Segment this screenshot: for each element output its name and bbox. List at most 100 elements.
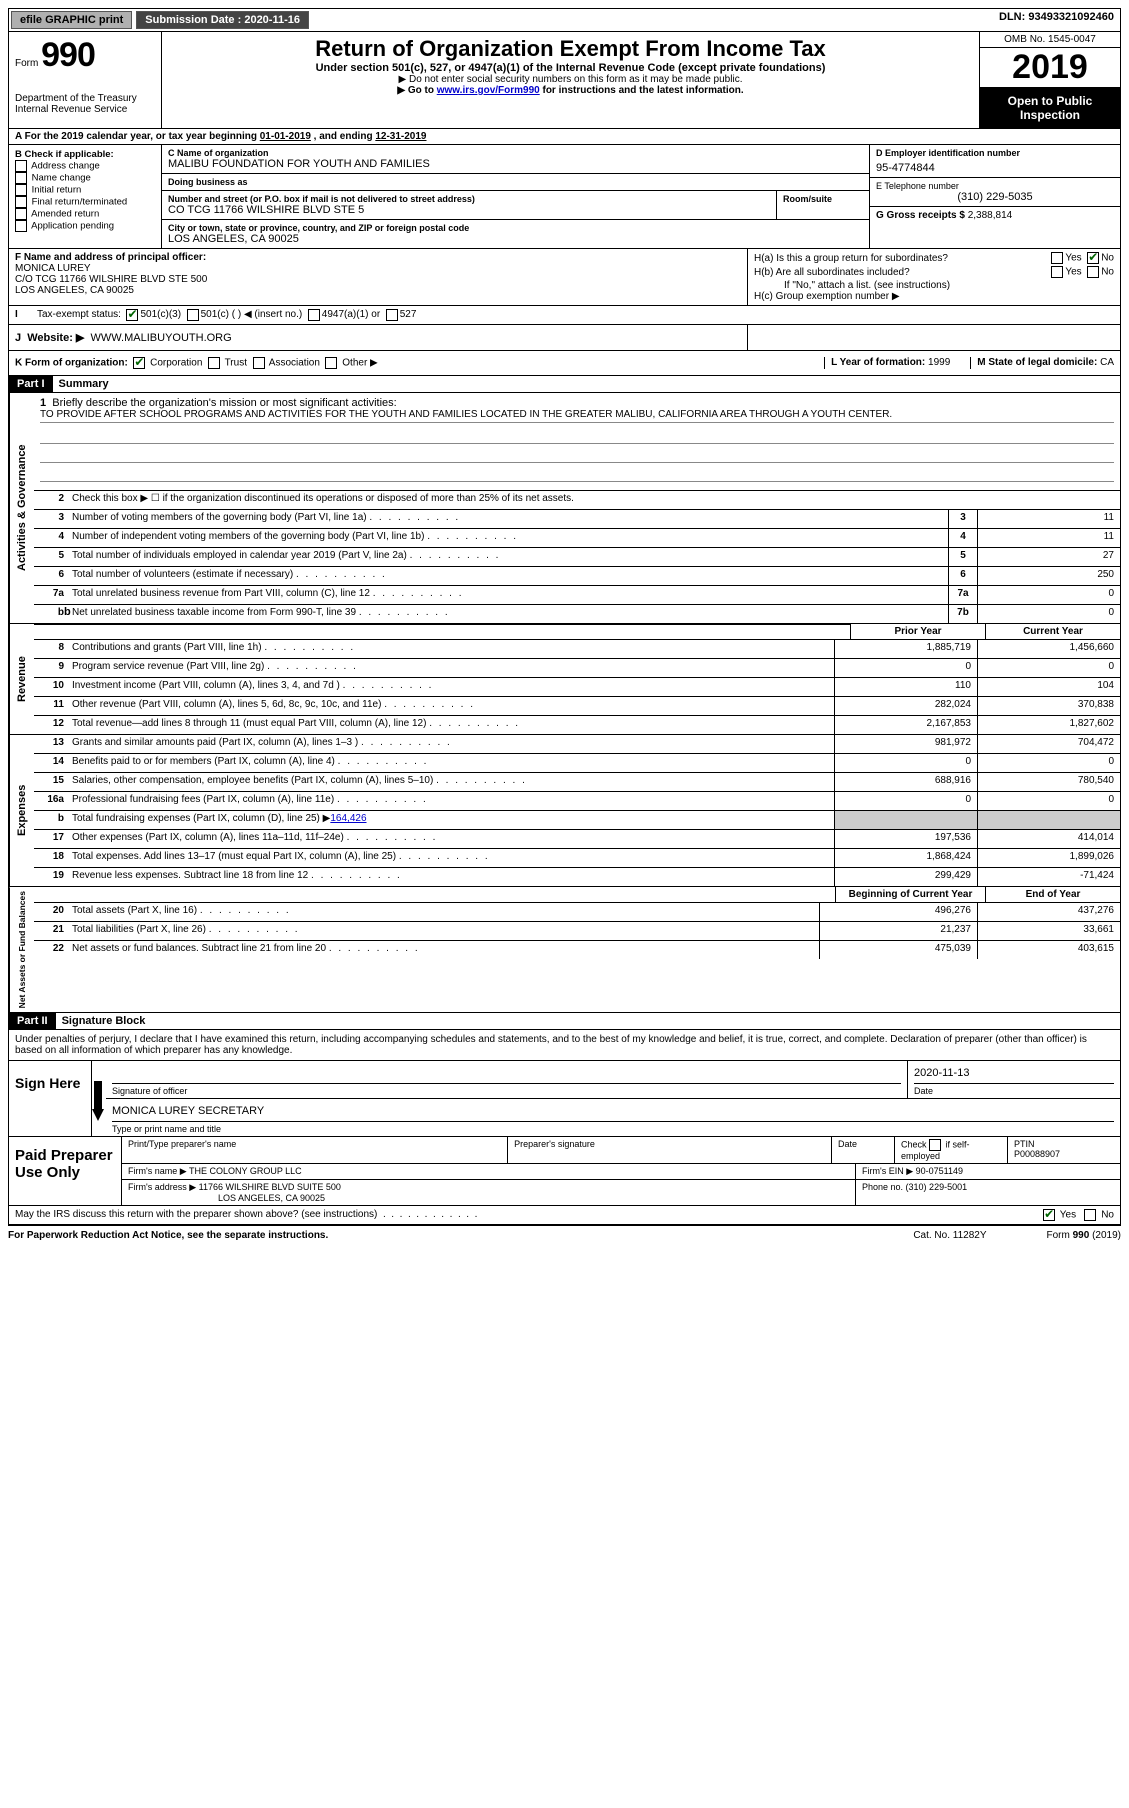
phone-label: E Telephone number xyxy=(876,181,1114,191)
line-num: 17 xyxy=(34,830,68,848)
gov-row-7a: 7aTotal unrelated business revenue from … xyxy=(34,586,1120,605)
cb-address-change[interactable] xyxy=(15,160,27,172)
firm-addr2: LOS ANGELES, CA 90025 xyxy=(128,1193,849,1203)
prior-value: 1,868,424 xyxy=(834,849,977,867)
prep-name-value[interactable] xyxy=(128,1149,501,1161)
cb-hb-no[interactable] xyxy=(1087,266,1099,278)
top-bar: efile GRAPHIC print Submission Date : 20… xyxy=(9,9,1120,32)
col-f: F Name and address of principal officer:… xyxy=(9,249,748,305)
gov-row-3: 3Number of voting members of the governi… xyxy=(34,510,1120,529)
prior-year-header: Prior Year xyxy=(850,624,985,639)
cb-corp[interactable] xyxy=(133,357,145,369)
cb-other[interactable] xyxy=(325,357,337,369)
cat-no: Cat. No. 11282Y xyxy=(913,1230,986,1241)
hb-note: If "No," attach a list. (see instruction… xyxy=(754,280,1114,291)
line-num: 11 xyxy=(34,697,68,715)
cb-name-change[interactable] xyxy=(15,172,27,184)
gov-row-4: 4Number of independent voting members of… xyxy=(34,529,1120,548)
c-name-label: C Name of organization xyxy=(168,148,863,158)
header-title-block: Return of Organization Exempt From Incom… xyxy=(162,32,979,128)
form-number: 990 xyxy=(41,36,95,74)
line-desc: Total assets (Part X, line 16) xyxy=(68,903,819,921)
submission-date-label: Submission Date : xyxy=(145,14,244,26)
cb-trust[interactable] xyxy=(208,357,220,369)
sig-date-label: Date xyxy=(914,1086,1114,1096)
current-value: 780,540 xyxy=(977,773,1120,791)
current-value: 0 xyxy=(977,792,1120,810)
vlabel-exp: Expenses xyxy=(9,735,34,886)
col-de: D Employer identification number 95-4774… xyxy=(870,145,1120,248)
officer-addr1: C/O TCG 11766 WILSHIRE BLVD STE 500 xyxy=(15,274,741,285)
cb-self-employed[interactable] xyxy=(929,1139,941,1151)
prior-value: 981,972 xyxy=(834,735,977,753)
cb-assoc[interactable] xyxy=(253,357,265,369)
col-h: H(a) Is this a group return for subordin… xyxy=(748,249,1120,305)
cb-discuss-yes[interactable] xyxy=(1043,1209,1055,1221)
goto-note: ▶ Go to www.irs.gov/Form990 for instruct… xyxy=(170,85,971,96)
current-value: 370,838 xyxy=(977,697,1120,715)
data-row: 17Other expenses (Part IX, column (A), l… xyxy=(34,830,1120,849)
blank-line-1 xyxy=(40,429,1114,444)
data-row: 19Revenue less expenses. Subtract line 1… xyxy=(34,868,1120,886)
cb-501c[interactable] xyxy=(187,309,199,321)
current-value: 403,615 xyxy=(977,941,1120,959)
sig-intro: Under penalties of perjury, I declare th… xyxy=(9,1030,1120,1061)
cb-final-return[interactable] xyxy=(15,196,27,208)
website-label: Website: ▶ xyxy=(27,332,84,344)
line-box: 7b xyxy=(948,605,977,623)
line-desc: Total expenses. Add lines 13–17 (must eq… xyxy=(68,849,834,867)
mission-text: TO PROVIDE AFTER SCHOOL PROGRAMS AND ACT… xyxy=(40,409,1114,423)
efile-button[interactable]: efile GRAPHIC print xyxy=(11,11,132,29)
line-desc: Investment income (Part VIII, column (A)… xyxy=(68,678,834,696)
line-desc: Program service revenue (Part VIII, line… xyxy=(68,659,834,677)
ein-label: D Employer identification number xyxy=(876,148,1114,158)
cb-501c3[interactable] xyxy=(126,309,138,321)
firm-addr-label: Firm's address ▶ xyxy=(128,1182,199,1192)
part1-title: Summary xyxy=(53,376,115,392)
row-i: I Tax-exempt status: 501(c)(3) 501(c) ( … xyxy=(9,306,1120,325)
prior-value: 299,429 xyxy=(834,868,977,886)
cb-ha-no[interactable] xyxy=(1087,252,1099,264)
line-desc: Total revenue—add lines 8 through 11 (mu… xyxy=(68,716,834,734)
prior-value: 21,237 xyxy=(819,922,977,940)
phone-value: (310) 229-5035 xyxy=(876,191,1114,203)
fundraising-link[interactable]: 164,426 xyxy=(330,813,366,824)
net-section: Net Assets or Fund Balances Beginning of… xyxy=(9,887,1120,1013)
cb-hb-yes[interactable] xyxy=(1051,266,1063,278)
prior-value: 0 xyxy=(834,792,977,810)
section-fh: F Name and address of principal officer:… xyxy=(9,249,1120,306)
sig-name-label: Type or print name and title xyxy=(112,1124,1114,1134)
cb-ha-yes[interactable] xyxy=(1051,252,1063,264)
org-name: MALIBU FOUNDATION FOR YOUTH AND FAMILIES xyxy=(168,158,863,170)
page-footer: For Paperwork Reduction Act Notice, see … xyxy=(8,1226,1121,1245)
vlabel-gov: Activities & Governance xyxy=(9,393,34,623)
k-label: K Form of organization: xyxy=(15,358,128,369)
hb-label: H(b) Are all subordinates included? xyxy=(754,267,910,278)
officer-signature-line[interactable] xyxy=(112,1065,901,1084)
l-label: L Year of formation: xyxy=(831,357,928,368)
irs-link[interactable]: www.irs.gov/Form990 xyxy=(437,85,540,96)
line-box: 7a xyxy=(948,586,977,604)
col-c: C Name of organization MALIBU FOUNDATION… xyxy=(162,145,870,248)
col-b: B Check if applicable: Address change Na… xyxy=(9,145,162,248)
cb-4947[interactable] xyxy=(308,309,320,321)
part2-header: Part II Signature Block xyxy=(9,1013,1120,1030)
prep-date-label: Date xyxy=(838,1139,888,1149)
line-num: 18 xyxy=(34,849,68,867)
line-num: 7a xyxy=(34,586,68,604)
cb-discuss-no[interactable] xyxy=(1084,1209,1096,1221)
line-value: 11 xyxy=(977,529,1120,547)
cb-amended[interactable] xyxy=(15,208,27,220)
cb-527[interactable] xyxy=(386,309,398,321)
line-desc: Professional fundraising fees (Part IX, … xyxy=(68,792,834,810)
line-desc: Other revenue (Part VIII, column (A), li… xyxy=(68,697,834,715)
form-subtitle: Under section 501(c), 527, or 4947(a)(1)… xyxy=(170,62,971,74)
part2-title: Signature Block xyxy=(56,1013,152,1029)
ptin-value: P00088907 xyxy=(1014,1149,1114,1159)
data-row: 18Total expenses. Add lines 13–17 (must … xyxy=(34,849,1120,868)
cb-initial-return[interactable] xyxy=(15,184,27,196)
sign-arrow-icon xyxy=(91,1061,106,1136)
submission-date-button[interactable]: Submission Date : 2020-11-16 xyxy=(136,11,309,29)
cb-application-pending[interactable] xyxy=(15,220,27,232)
line-num: 4 xyxy=(34,529,68,547)
